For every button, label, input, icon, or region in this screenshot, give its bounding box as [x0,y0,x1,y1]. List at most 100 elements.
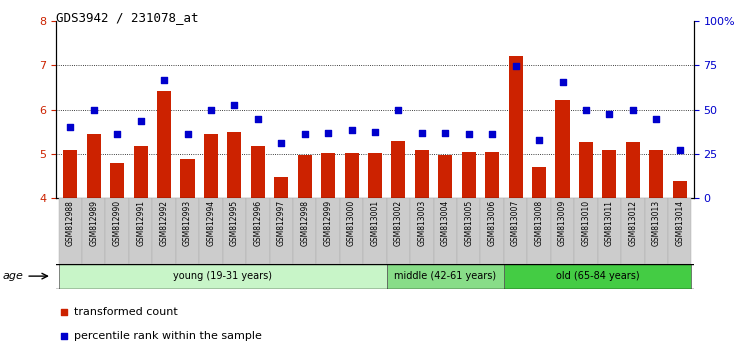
Bar [392,141,406,198]
Text: middle (42-61 years): middle (42-61 years) [394,271,496,281]
Bar [644,198,668,264]
Point [463,131,475,137]
Bar [251,146,265,198]
Bar [293,198,316,264]
Point [392,107,404,113]
Bar [274,177,288,198]
Bar [340,198,363,264]
Point [556,80,568,85]
Bar [106,198,129,264]
Text: young (19-31 years): young (19-31 years) [173,271,272,281]
Bar [527,198,550,264]
Text: percentile rank within the sample: percentile rank within the sample [74,331,262,341]
Point [440,130,452,136]
Bar [598,198,621,264]
Text: GSM812996: GSM812996 [254,200,262,246]
Bar [415,150,429,198]
Bar [58,264,387,289]
Point [298,131,310,137]
Text: GSM813006: GSM813006 [488,200,496,246]
Point [205,107,217,113]
Text: GSM813014: GSM813014 [675,200,684,246]
Text: GDS3942 / 231078_at: GDS3942 / 231078_at [56,11,199,24]
Text: GSM813004: GSM813004 [441,200,450,246]
Bar [532,167,546,198]
Point [650,116,662,121]
Point [533,137,545,143]
Text: age: age [2,271,23,281]
Bar [227,132,242,198]
Bar [556,100,569,198]
Bar [673,181,687,198]
Text: GSM812992: GSM812992 [160,200,169,246]
Bar [481,198,504,264]
Bar [134,146,148,198]
Bar [485,152,500,198]
Bar [157,91,171,198]
Bar [200,198,223,264]
Bar [223,198,246,264]
Bar [152,198,176,264]
Text: GSM812995: GSM812995 [230,200,238,246]
Point [627,107,639,113]
Bar [321,153,335,198]
Bar [82,198,106,264]
Bar [457,198,481,264]
Bar [668,198,692,264]
Bar [363,198,387,264]
Point [416,130,428,136]
Text: GSM813005: GSM813005 [464,200,473,246]
Bar [181,159,194,198]
Bar [550,198,574,264]
Point [346,127,358,132]
Point [64,125,76,130]
Point [158,77,170,82]
Text: GSM813007: GSM813007 [512,200,520,246]
Point [275,140,287,146]
Bar [387,198,410,264]
Bar [316,198,340,264]
Point [58,333,70,339]
Text: old (65-84 years): old (65-84 years) [556,271,640,281]
Bar [504,198,527,264]
Text: GSM812994: GSM812994 [206,200,215,246]
Point [88,107,100,113]
Bar [504,264,692,289]
Point [58,309,70,315]
Text: GSM813010: GSM813010 [581,200,590,246]
Point [674,148,686,153]
Point [486,131,498,137]
Text: GSM813002: GSM813002 [394,200,403,246]
Bar [602,150,616,198]
Text: GSM813009: GSM813009 [558,200,567,246]
Point [228,103,240,108]
Bar [387,264,504,289]
Text: GSM813011: GSM813011 [604,200,613,246]
Bar [58,198,82,264]
Bar [298,155,312,198]
Point [369,129,381,135]
Text: GSM812997: GSM812997 [277,200,286,246]
Bar [269,198,293,264]
Bar [438,155,452,198]
Text: GSM813013: GSM813013 [652,200,661,246]
Text: GSM812991: GSM812991 [136,200,146,246]
Bar [204,134,218,198]
Text: GSM812988: GSM812988 [66,200,75,246]
Bar [574,198,598,264]
Point [111,131,123,137]
Bar [579,142,593,198]
Bar [110,163,125,198]
Text: GSM812993: GSM812993 [183,200,192,246]
Text: GSM812990: GSM812990 [112,200,122,246]
Text: GSM812999: GSM812999 [323,200,332,246]
Text: GSM813008: GSM813008 [535,200,544,246]
Bar [246,198,269,264]
Bar [129,198,152,264]
Point [322,130,334,136]
Text: GSM813012: GSM813012 [628,200,638,246]
Text: GSM812989: GSM812989 [89,200,98,246]
Bar [368,153,382,198]
Text: GSM813000: GSM813000 [347,200,356,246]
Bar [462,152,476,198]
